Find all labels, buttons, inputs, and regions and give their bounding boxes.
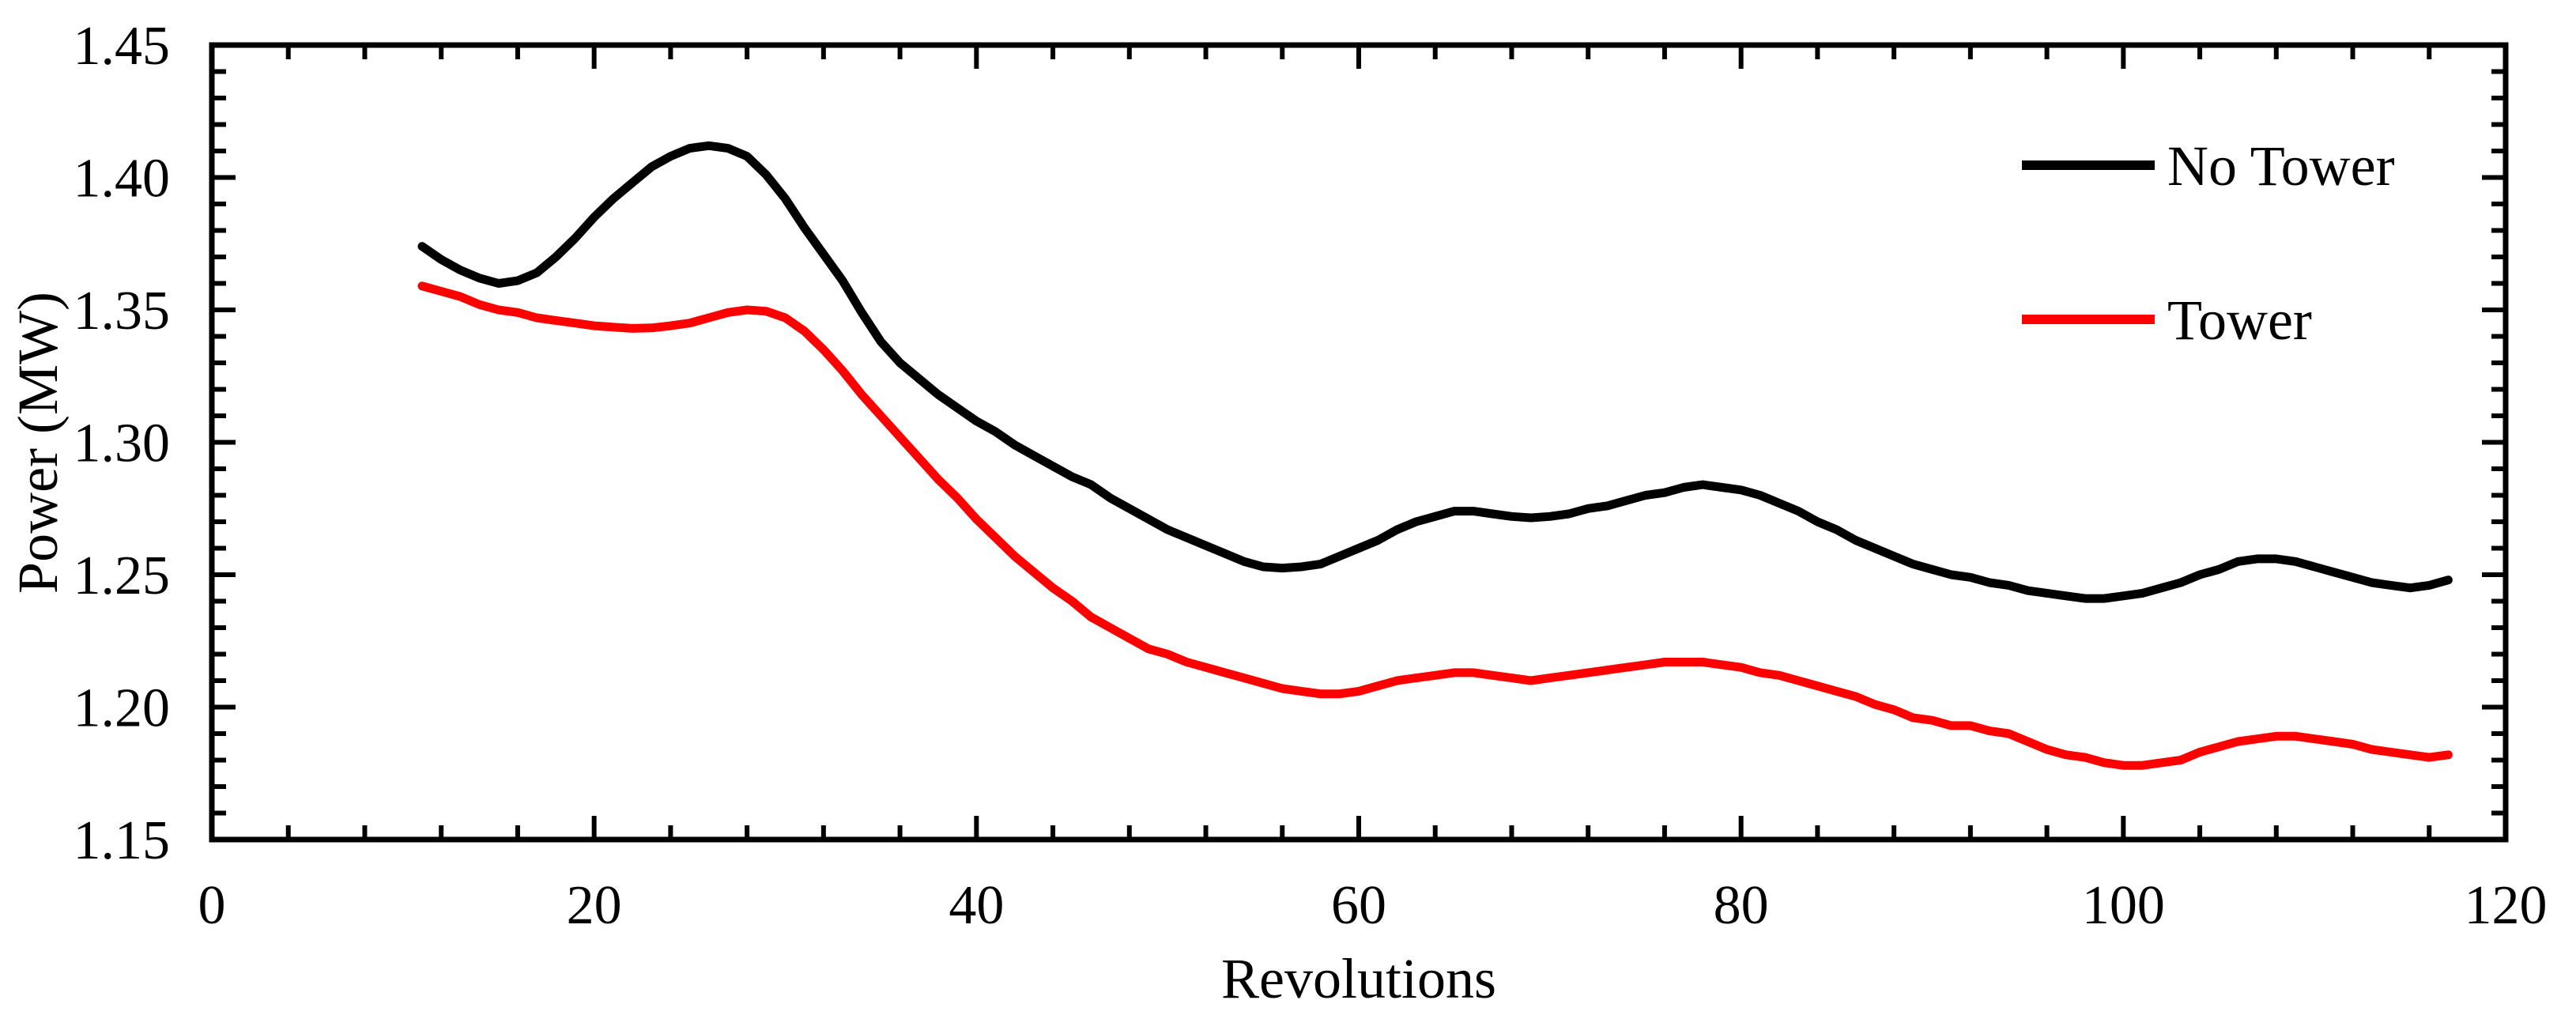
x-axis-tick-labels: 0 20 40 60 80 100 120 [198, 875, 2548, 936]
x-tick-label: 40 [949, 875, 1004, 936]
x-tick-label: 100 [2082, 875, 2165, 936]
legend-label-no-tower: No Tower [2167, 134, 2395, 198]
y-tick-label: 1.30 [74, 413, 171, 474]
data-series [417, 141, 2453, 770]
legend: No Tower Tower [2022, 134, 2395, 352]
y-axis-tick-labels: 1.15 1.20 1.25 1.30 1.35 1.40 1.45 [74, 16, 171, 871]
x-tick-label: 0 [198, 875, 226, 936]
y-tick-label: 1.40 [74, 149, 171, 209]
y-tick-label: 1.25 [74, 545, 171, 606]
y-tick-label: 1.15 [74, 810, 171, 871]
x-axis-title: Revolutions [1221, 947, 1496, 1010]
series-line-no-tower [417, 141, 2453, 603]
y-tick-label: 1.45 [74, 16, 171, 77]
y-tick-label: 1.20 [74, 678, 171, 739]
axis-ticks [209, 43, 2508, 842]
x-tick-label: 80 [1714, 875, 1769, 936]
y-axis-title: Power (MW) [6, 292, 70, 594]
x-tick-label: 120 [2465, 875, 2548, 936]
plot-border [209, 42, 2509, 843]
legend-label-tower: Tower [2167, 289, 2312, 352]
series-line-tower [417, 281, 2453, 770]
x-tick-label: 20 [567, 875, 622, 936]
x-tick-label: 60 [1331, 875, 1386, 936]
y-tick-label: 1.35 [74, 281, 171, 342]
